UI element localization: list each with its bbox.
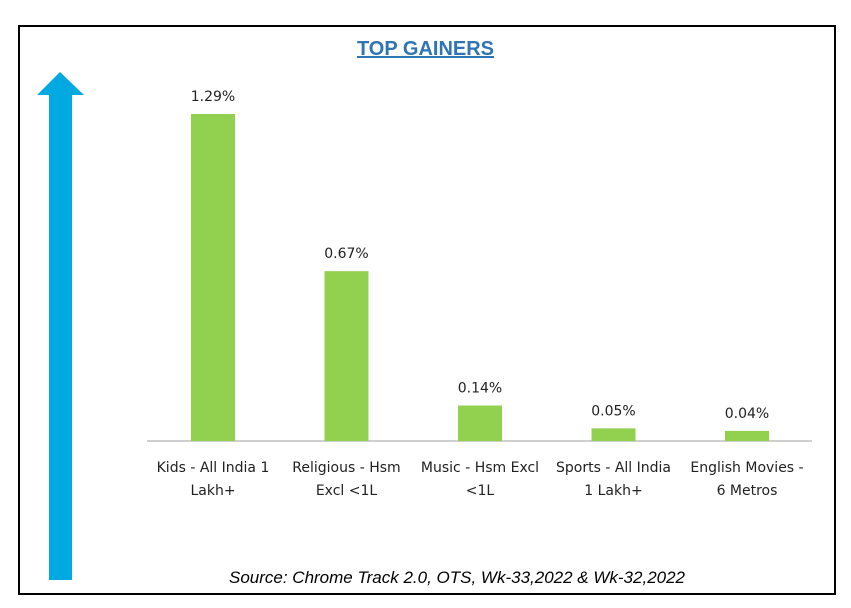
chart-frame [18, 25, 836, 595]
category-label: English Movies - [690, 460, 803, 476]
up-arrow-icon [37, 72, 84, 580]
category-label: <1L [466, 483, 495, 499]
bar [191, 114, 235, 441]
category-label: Excl <1L [316, 483, 378, 499]
source-note: Source: Chrome Track 2.0, OTS, Wk-33,202… [228, 568, 686, 587]
bar [324, 271, 369, 441]
data-label: 0.14% [458, 381, 502, 397]
category-label: 1 Lakh+ [584, 483, 642, 499]
category-label: Music - Hsm Excl [421, 460, 539, 476]
data-label: 0.05% [591, 403, 635, 419]
data-label: 0.04% [725, 406, 769, 422]
category-label: Kids - All India 1 [157, 460, 270, 476]
chart-title: TOP GAINERS [356, 38, 495, 60]
category-label: Lakh+ [190, 483, 235, 499]
category-label: Religious - Hsm [292, 460, 400, 476]
bar [725, 430, 769, 441]
bar [591, 428, 636, 441]
data-label: 1.29% [191, 89, 235, 105]
bar [458, 405, 502, 441]
category-label: 6 Metros [717, 483, 778, 499]
category-label: Sports - All India [556, 460, 671, 476]
data-label: 0.67% [324, 246, 368, 262]
